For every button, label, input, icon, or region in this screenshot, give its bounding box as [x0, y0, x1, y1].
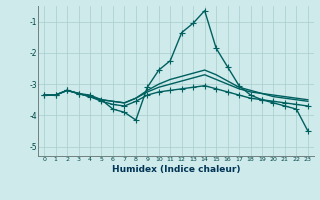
X-axis label: Humidex (Indice chaleur): Humidex (Indice chaleur) — [112, 165, 240, 174]
